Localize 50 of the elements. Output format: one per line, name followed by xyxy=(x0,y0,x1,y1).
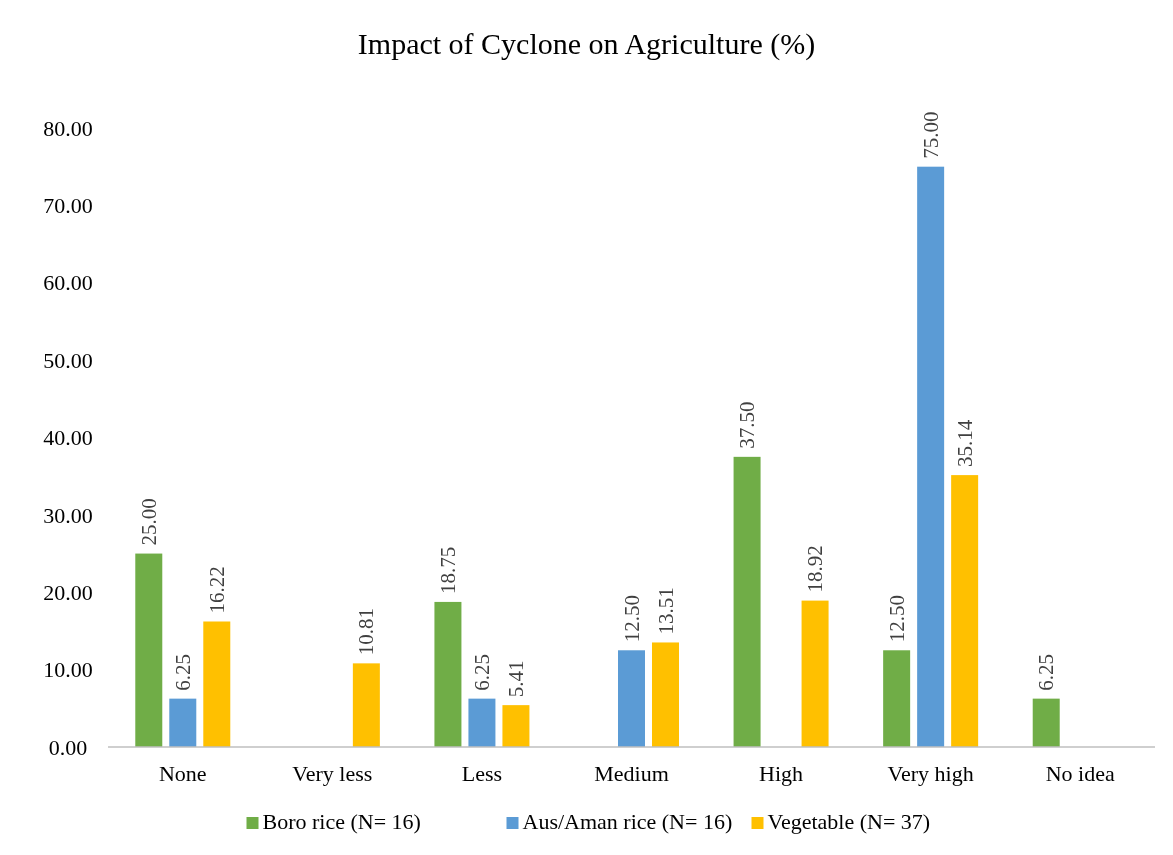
y-tick-label: 60.00 xyxy=(43,270,93,296)
y-tick-label: 20.00 xyxy=(43,579,93,605)
chart-title: Impact of Cyclone on Agriculture (%) xyxy=(357,27,816,61)
x-tick-label: Very less xyxy=(292,761,373,786)
x-tick-label: Very high xyxy=(887,761,974,786)
y-tick-label: 50.00 xyxy=(43,347,93,373)
bar xyxy=(135,553,163,747)
bar xyxy=(652,642,679,747)
bar xyxy=(1032,698,1060,747)
data-label: 12.50 xyxy=(619,595,644,643)
y-tick-label: 40.00 xyxy=(43,425,93,451)
bar xyxy=(917,166,945,747)
legend-label: Aus/Aman rice (N= 16) xyxy=(522,809,733,834)
data-label: 16.22 xyxy=(204,566,229,614)
y-tick-label: 30.00 xyxy=(43,502,93,528)
legend-label: Boro rice (N= 16) xyxy=(262,809,421,834)
data-label: 75.00 xyxy=(918,111,943,159)
data-label: 25.00 xyxy=(136,498,161,546)
bar xyxy=(951,475,979,747)
y-tick-label: 0.00 xyxy=(48,734,88,760)
data-label: 18.92 xyxy=(803,545,828,593)
bar xyxy=(169,698,197,747)
data-label: 5.41 xyxy=(503,660,528,698)
bar xyxy=(801,600,829,747)
data-label: 13.51 xyxy=(653,587,678,635)
bar xyxy=(883,650,911,747)
y-tick-label: 80.00 xyxy=(43,115,93,141)
x-tick-label: Less xyxy=(461,761,503,786)
data-label: 6.25 xyxy=(170,653,195,691)
data-label: 37.50 xyxy=(735,401,760,449)
bar xyxy=(434,601,462,747)
bar xyxy=(352,663,380,747)
x-tick-label: No idea xyxy=(1045,761,1115,786)
legend-label: Vegetable (N= 37) xyxy=(767,809,931,834)
data-label: 6.25 xyxy=(1034,653,1059,691)
bar xyxy=(468,698,496,747)
data-label: 12.50 xyxy=(884,595,909,643)
x-tick-label: High xyxy=(759,761,804,786)
y-tick-label: 10.00 xyxy=(43,657,93,683)
x-tick-label: Medium xyxy=(594,761,669,786)
bar xyxy=(618,650,645,747)
data-label: 35.14 xyxy=(952,419,977,468)
y-tick-label: 70.00 xyxy=(43,193,93,219)
x-tick-label: None xyxy=(158,761,207,786)
bar xyxy=(733,456,761,747)
data-label: 18.75 xyxy=(435,546,460,594)
data-label: 10.81 xyxy=(354,608,379,656)
bar xyxy=(502,705,530,747)
data-label: 6.25 xyxy=(469,653,494,691)
bar xyxy=(203,621,231,747)
